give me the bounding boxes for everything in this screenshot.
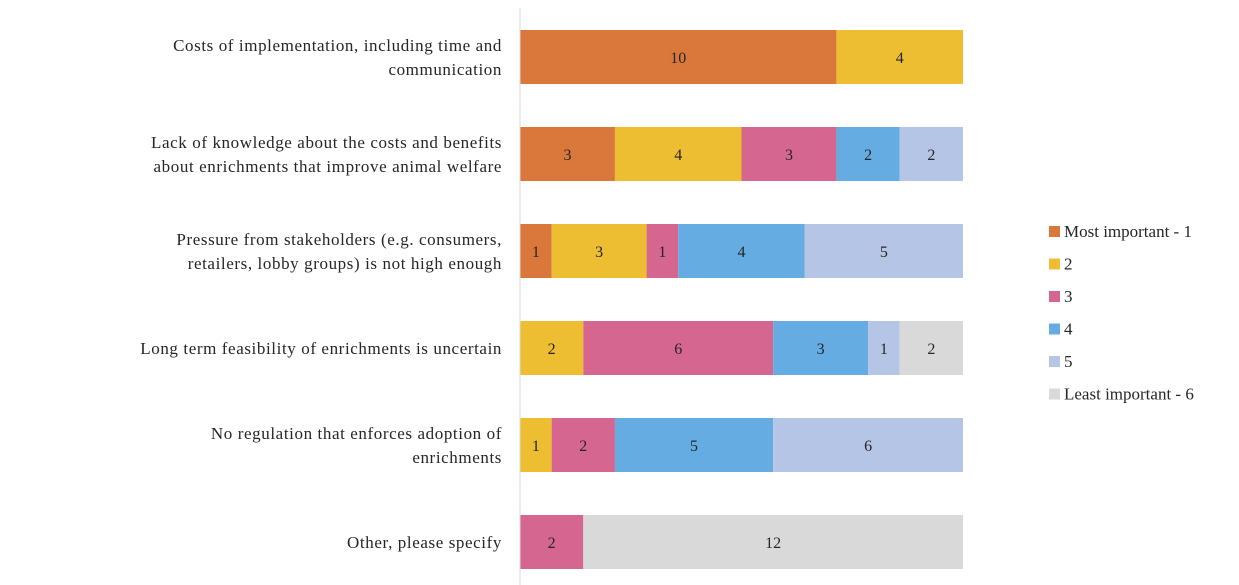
legend-label: Least important - 6 bbox=[1064, 385, 1194, 404]
category-label-line: Other, please specify bbox=[347, 533, 502, 552]
category-label-line: Lack of knowledge about the costs and be… bbox=[151, 133, 502, 152]
category-label: No regulation that enforces adoption of e… bbox=[211, 424, 502, 467]
category-label-line: about enrichments that improve animal we… bbox=[154, 157, 502, 176]
legend-item: Least important - 6 bbox=[1049, 385, 1194, 404]
bar-segment bbox=[520, 321, 584, 375]
data-label: 3 bbox=[817, 341, 825, 358]
bar-segment bbox=[614, 418, 774, 472]
legend-label: 2 bbox=[1064, 255, 1073, 274]
bar-segment bbox=[520, 30, 837, 84]
legend-label: 5 bbox=[1064, 352, 1073, 371]
bar-segment bbox=[773, 418, 963, 472]
category-label: Lack of knowledge about the costs and be… bbox=[151, 133, 502, 176]
data-label: 1 bbox=[658, 244, 666, 261]
bar-segment bbox=[646, 224, 679, 278]
bar-segment bbox=[899, 321, 963, 375]
legend-item: Most important - 1 bbox=[1049, 222, 1192, 241]
data-label: 5 bbox=[880, 244, 888, 261]
data-label: 2 bbox=[864, 147, 872, 164]
data-label: 2 bbox=[579, 438, 587, 455]
bar-segment bbox=[520, 224, 552, 278]
data-label: 4 bbox=[738, 244, 746, 261]
data-label: 2 bbox=[548, 535, 556, 552]
data-label: 2 bbox=[927, 341, 935, 358]
bar-segment bbox=[520, 515, 584, 569]
legend-label: Most important - 1 bbox=[1064, 222, 1192, 241]
bar-segment bbox=[520, 127, 615, 181]
data-label: 6 bbox=[864, 438, 872, 455]
category-label-line: Costs of implementation, including time … bbox=[173, 36, 502, 55]
data-label: 12 bbox=[765, 535, 781, 552]
data-label: 10 bbox=[670, 50, 686, 67]
legend-item: 2 bbox=[1049, 255, 1073, 274]
data-label: 5 bbox=[690, 438, 698, 455]
bar-segment bbox=[773, 321, 869, 375]
category-label-line: Pressure from stakeholders (e.g. consume… bbox=[176, 230, 502, 249]
data-label: 2 bbox=[927, 147, 935, 164]
bar-segment bbox=[741, 127, 837, 181]
category-label-line: No regulation that enforces adoption of bbox=[211, 424, 502, 443]
data-label: 1 bbox=[532, 244, 540, 261]
bar-segment bbox=[899, 127, 963, 181]
legend-label: 4 bbox=[1064, 320, 1073, 339]
bar-segment bbox=[583, 321, 774, 375]
category-label: Costs of implementation, including time … bbox=[173, 36, 502, 79]
data-label: 2 bbox=[548, 341, 556, 358]
legend-item: 4 bbox=[1049, 320, 1073, 339]
data-label: 1 bbox=[532, 438, 540, 455]
legend: Most important - 1 2 3 4 5 Least important - … bbox=[1049, 222, 1194, 404]
legend-swatch bbox=[1049, 258, 1060, 270]
data-label: 3 bbox=[563, 147, 571, 164]
legend-swatch bbox=[1049, 356, 1060, 367]
category-labels: Costs of implementation, including time … bbox=[140, 36, 502, 552]
data-label: 3 bbox=[595, 244, 603, 261]
category-label-line: retailers, lobby groups) is not high eno… bbox=[188, 254, 502, 273]
legend-swatch bbox=[1049, 291, 1060, 302]
data-label: 1 bbox=[880, 341, 888, 358]
legend-item: 5 bbox=[1049, 352, 1073, 371]
bar-segment bbox=[836, 127, 900, 181]
bar-segment bbox=[551, 418, 615, 472]
category-label: Long term feasibility of enrichments is … bbox=[140, 339, 502, 358]
data-label: 4 bbox=[674, 147, 682, 164]
category-label-line: communication bbox=[388, 60, 502, 79]
bar-segment bbox=[551, 224, 647, 278]
bar-segment bbox=[868, 321, 900, 375]
legend-swatch bbox=[1049, 323, 1060, 335]
data-label: 4 bbox=[896, 50, 904, 67]
bar-segment bbox=[520, 418, 552, 472]
category-label-line: Long term feasibility of enrichments is … bbox=[140, 339, 502, 358]
category-label: Other, please specify bbox=[347, 533, 502, 552]
legend-label: 3 bbox=[1064, 287, 1073, 306]
data-label: 6 bbox=[674, 341, 682, 358]
category-label-line: enrichments bbox=[412, 448, 502, 467]
bar-segment bbox=[583, 515, 963, 569]
bar-segment bbox=[614, 127, 742, 181]
category-label: Pressure from stakeholders (e.g. consume… bbox=[176, 230, 502, 273]
bar-segment bbox=[804, 224, 963, 278]
data-label: 3 bbox=[785, 147, 793, 164]
bar-segment bbox=[836, 30, 963, 84]
bar-segment bbox=[678, 224, 805, 278]
legend-swatch bbox=[1049, 388, 1060, 400]
legend-item: 3 bbox=[1049, 287, 1073, 306]
legend-swatch bbox=[1049, 226, 1060, 237]
bars-layer: 10 43 4 3 2 21 3 1 4 52 6 3 1 21 2 5 62 12 bbox=[520, 30, 963, 569]
